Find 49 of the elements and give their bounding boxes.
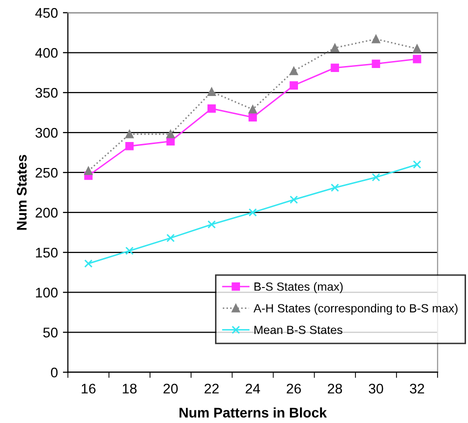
point (125, 142, 134, 150)
point (372, 60, 380, 68)
point (248, 105, 257, 114)
point (372, 173, 380, 182)
point (290, 66, 298, 76)
y-tick-label: 450 (35, 8, 58, 18)
point (84, 259, 93, 268)
point (207, 104, 216, 113)
x-tick-label: 24 (246, 384, 260, 394)
point (330, 64, 340, 72)
y-tick-label: 200 (36, 208, 58, 218)
y-tick-label: 50 (43, 328, 58, 338)
y-axis-title: Num States (16, 154, 27, 230)
point (207, 88, 216, 96)
x-tick-label: 18 (122, 384, 137, 394)
y-tick-label: 150 (36, 248, 58, 258)
x-tick-label: 16 (82, 384, 96, 394)
point (412, 160, 422, 169)
y-tick-label: 300 (35, 128, 58, 138)
y-tick-label: 0 (50, 368, 58, 378)
point (248, 113, 257, 122)
point (412, 54, 422, 64)
x-tick-label: 30 (368, 384, 384, 394)
point (412, 44, 422, 53)
point (125, 130, 134, 138)
point (330, 184, 340, 192)
point (290, 195, 298, 204)
y-tick-label: 350 (35, 88, 58, 98)
x-tick-label: 32 (410, 384, 424, 394)
point (248, 208, 257, 217)
point (166, 130, 175, 138)
legend-label: A-H States (corresponding to B-S max) (254, 304, 458, 315)
legend-label: Mean B-S States (254, 326, 342, 334)
x-tick-label: 20 (164, 384, 178, 394)
point (290, 81, 298, 90)
y-tick-label: 400 (35, 48, 58, 58)
x-tick-label: 26 (286, 384, 301, 394)
x-axis-title: Num Patterns in Block (180, 407, 327, 418)
point (166, 234, 175, 242)
y-tick-label: 250 (36, 168, 58, 178)
point (330, 44, 340, 52)
point (207, 220, 216, 229)
point (84, 166, 93, 176)
x-tick-label: 28 (328, 384, 342, 394)
point (125, 246, 134, 255)
y-tick-label: 100 (36, 288, 58, 298)
point (372, 34, 380, 44)
legend-label: B-S States (max) (254, 282, 343, 294)
x-tick-label: 22 (204, 384, 219, 394)
